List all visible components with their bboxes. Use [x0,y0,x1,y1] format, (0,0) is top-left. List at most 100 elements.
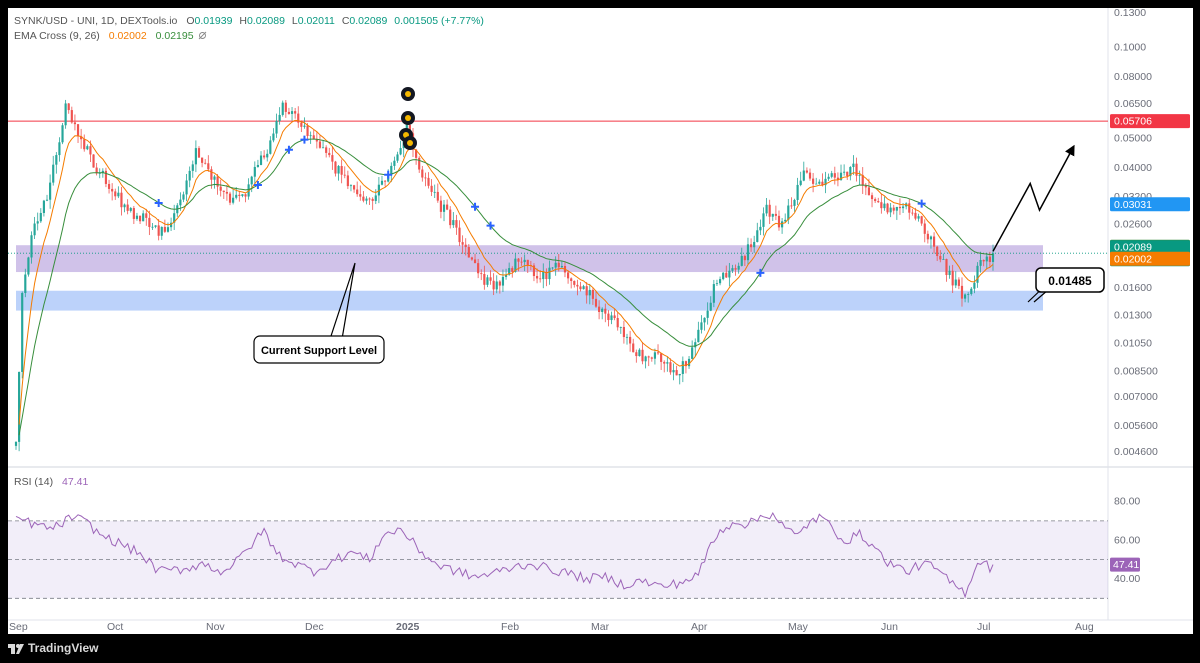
candle [228,191,232,206]
ema-cross-marker[interactable] [486,221,495,230]
chart-svg[interactable]: 0.1300 0.1000 0.08000 0.06500 0.05000 0.04000… [8,8,1193,634]
ema-cross-marker[interactable] [253,181,262,190]
axis-price-label[interactable]: 0.03031 [1110,197,1190,212]
candle [473,253,477,264]
candle [694,338,697,357]
candle [191,160,194,178]
tradingview-brand[interactable]: TradingView [28,641,99,655]
candle-body [973,282,976,289]
ema-cross-marker[interactable] [471,202,480,211]
candle-body [827,176,830,179]
candle [117,186,120,199]
rsi-axis-label-bg [1110,557,1140,572]
event-marker-icon[interactable] [401,111,415,125]
markers-layer [154,87,926,277]
candle [504,268,508,280]
candle [526,259,529,273]
axis-price-label[interactable]: 0.05706 [1110,114,1190,129]
ema-cross-marker[interactable] [756,268,765,277]
ema-cross-marker[interactable] [154,199,163,208]
candle [45,194,49,202]
candle-body [489,277,492,281]
axis-price-label[interactable]: 0.02002 [1110,251,1190,266]
candle [188,166,191,188]
candle [951,264,954,293]
candle [424,172,427,187]
zones-layer [16,245,1043,311]
candle [632,338,635,353]
time-axis-tick: May [788,621,809,633]
candle [80,128,83,149]
chart-panel[interactable]: 0.1300 0.1000 0.08000 0.06500 0.05000 0.04000… [8,8,1193,634]
candle-body [749,244,753,248]
candle-body [641,349,644,362]
candle [551,266,554,270]
target-callout-box[interactable] [1035,267,1105,293]
candle [532,263,536,282]
candle-body [241,194,244,196]
candle [929,235,933,249]
ema-cross-marker[interactable] [300,135,309,144]
price-axis-tick: 0.004600 [1114,446,1158,458]
candle-body [328,152,331,156]
candle-body [545,271,548,280]
candle [95,162,98,176]
event-marker-icon[interactable] [403,136,417,150]
purple-zone[interactable] [16,245,1043,273]
candle-body [452,220,455,226]
candle-body [244,194,247,197]
candle-body [300,122,303,127]
candle-body [27,257,30,275]
ema-cross-marker[interactable] [384,170,393,179]
blue-zone[interactable] [16,290,1043,311]
ema-cross-marker[interactable] [284,145,293,154]
rsi-axis-label[interactable]: 47.41 [1110,557,1140,572]
candle [201,157,204,168]
candle-body [582,286,585,290]
ema-cross-marker[interactable] [917,199,926,208]
tradingview-logo-icon[interactable] [8,642,24,656]
candle [619,326,622,334]
event-marker-icon[interactable] [401,87,415,101]
candle-body [461,242,464,245]
ema-slow-line[interactable] [18,138,994,436]
candle [799,171,802,187]
candle [331,146,334,170]
price-pane[interactable] [8,8,1108,466]
candle-body [275,120,278,134]
candle [911,208,914,216]
candle [666,356,669,372]
candle [58,137,61,162]
candle-body [415,149,418,158]
candle [263,150,266,160]
candle-body [554,262,557,268]
axis-price-label-bg [1110,197,1190,212]
candle-body [306,125,309,137]
rsi-pane[interactable] [8,468,1108,618]
candle [61,122,64,145]
rsi-line[interactable] [15,511,994,599]
price-axis-tick: 0.05000 [1114,133,1152,145]
legend-line-1: SYNK/USD - UNI, 1D, DEXTools.io O0.01939… [14,15,484,27]
candle [238,190,241,202]
time-axis-tick: Feb [501,621,519,633]
candle-body [250,176,253,185]
candle [669,358,672,375]
price-axis-tick: 0.005600 [1114,420,1158,432]
support-callout-box[interactable] [253,335,385,364]
candle [461,235,464,254]
candle [932,232,936,254]
price-axis-tick: 0.1300 [1114,8,1146,19]
candle [455,214,458,235]
candle [495,275,498,294]
ema-fast-line[interactable] [18,119,994,425]
support-callout-label: Current Support Level [261,345,377,357]
eye-slash-icon[interactable] [198,31,207,40]
projection-arrow[interactable] [992,144,1075,252]
candle [579,281,582,292]
candle-body [728,270,731,278]
candle-body [898,206,902,209]
candle [591,288,594,305]
candle-body [954,279,957,286]
